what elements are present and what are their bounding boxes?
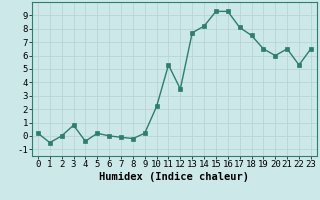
X-axis label: Humidex (Indice chaleur): Humidex (Indice chaleur) (100, 172, 249, 182)
